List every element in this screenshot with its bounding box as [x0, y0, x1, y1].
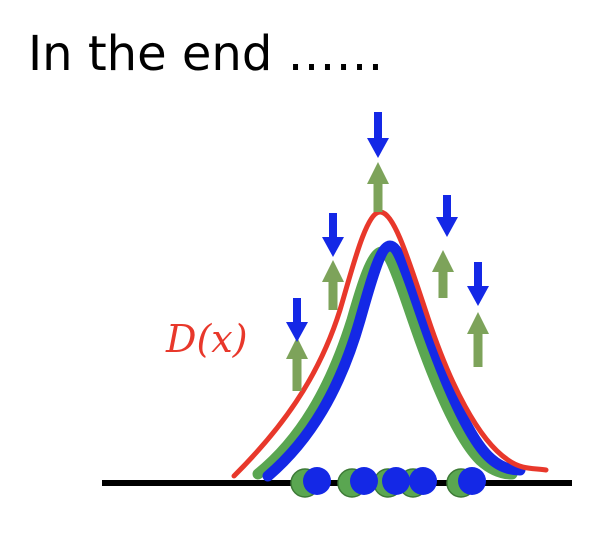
generated-data-point	[303, 467, 331, 495]
generated-data-point	[350, 467, 378, 495]
generated-data-point	[409, 467, 437, 495]
real-distribution-curve	[252, 246, 518, 480]
generated-data-point	[458, 467, 486, 495]
down-arrow-icon	[322, 213, 344, 257]
up-arrow-icon	[286, 337, 308, 391]
discriminator-curve	[231, 209, 549, 479]
generated-distribution-curve	[262, 240, 526, 482]
slide-title: In the end ……	[28, 26, 384, 82]
up-arrow-icon	[322, 260, 344, 310]
down-arrow-icon	[286, 298, 308, 342]
generated-data-point	[382, 467, 410, 495]
down-arrow-icon	[436, 195, 458, 237]
discriminator-label: D(x)	[165, 317, 248, 361]
down-arrow-icon	[367, 112, 389, 158]
up-arrow-icon	[367, 162, 389, 212]
up-arrow-icon	[467, 312, 489, 367]
down-arrow-icon	[467, 262, 489, 306]
up-arrow-icon	[432, 250, 454, 298]
